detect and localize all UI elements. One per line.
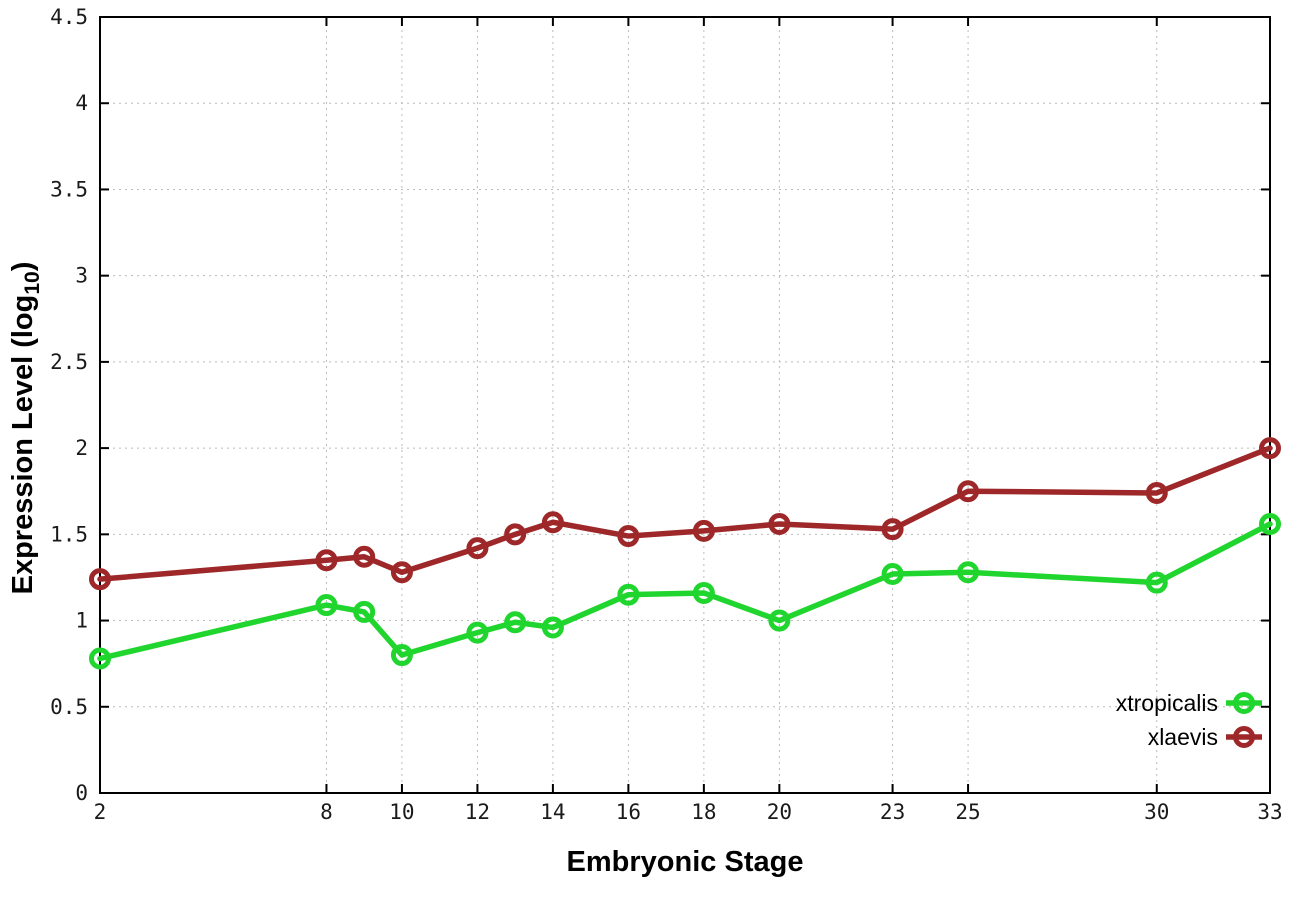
x-tick-label: 14 (540, 800, 565, 824)
y-tick-label: 1.5 (50, 522, 88, 546)
x-tick-label: 33 (1257, 800, 1282, 824)
y-tick-label: 2 (75, 436, 88, 460)
data-point-xlaevis-stage-13 (504, 523, 527, 546)
data-point-xtropicalis-stage-9 (353, 600, 376, 623)
data-point-xtropicalis-stage-23 (881, 562, 904, 585)
data-point-xtropicalis-stage-14 (541, 616, 564, 639)
data-point-xlaevis-stage-23 (881, 518, 904, 541)
legend-label-xtropicalis: xtropicalis (1116, 690, 1218, 716)
y-axis-title: Expression Level (log10) (7, 262, 45, 595)
y-tick-label: 3.5 (50, 177, 88, 201)
y-tick-label: 0.5 (50, 695, 88, 719)
data-point-xtropicalis-stage-13 (504, 611, 527, 634)
data-point-xtropicalis-stage-30 (1145, 571, 1168, 594)
data-point-xlaevis-stage-10 (390, 561, 413, 584)
x-tick-label: 12 (465, 800, 490, 824)
x-tick-label: 20 (767, 800, 792, 824)
y-tick-label: 1 (75, 609, 88, 633)
data-point-xlaevis-stage-8 (315, 549, 338, 572)
x-axis-title: Embryonic Stage (566, 846, 804, 878)
data-point-xtropicalis-stage-16 (617, 583, 640, 606)
series-line-xtropicalis (97, 521, 1273, 662)
legend-marker-xtropicalis (1233, 692, 1255, 714)
x-tick-label: 23 (880, 800, 905, 824)
y-axis-title-close: ) (7, 261, 39, 272)
data-point-xlaevis-stage-2 (89, 568, 111, 591)
y-axis-title-text: Expression Level (log (7, 294, 39, 595)
y-tick-label: 2.5 (50, 350, 88, 374)
y-tick-label: 0 (75, 781, 88, 805)
y-tick-label: 4.5 (50, 5, 88, 29)
data-point-xlaevis-stage-14 (541, 511, 564, 534)
x-tick-label: 10 (389, 800, 414, 824)
data-point-xlaevis-stage-9 (353, 545, 376, 568)
data-point-xtropicalis-stage-2 (89, 647, 111, 670)
data-point-xtropicalis-stage-18 (692, 581, 715, 604)
data-point-xtropicalis-stage-25 (957, 561, 980, 584)
x-tick-label: 30 (1144, 800, 1169, 824)
x-tick-label: 16 (616, 800, 641, 824)
data-point-xlaevis-stage-18 (692, 519, 715, 542)
data-point-xtropicalis-stage-33 (1259, 512, 1281, 535)
data-point-xlaevis-stage-30 (1145, 481, 1168, 504)
series-line-xlaevis (97, 445, 1273, 582)
y-tick-label: 4 (75, 91, 88, 115)
y-tick-label: 3 (75, 264, 88, 288)
y-axis-title-subscript: 10 (21, 271, 44, 295)
data-point-xlaevis-stage-12 (466, 537, 489, 560)
data-point-xtropicalis-stage-8 (315, 594, 338, 617)
legend-label-xlaevis: xlaevis (1148, 724, 1218, 750)
x-tick-label: 25 (955, 800, 980, 824)
x-tick-label: 2 (94, 800, 107, 824)
data-point-xlaevis-stage-33 (1259, 437, 1281, 460)
data-point-xlaevis-stage-16 (617, 525, 640, 548)
plot-border (99, 16, 1271, 794)
data-point-xtropicalis-stage-20 (768, 609, 791, 632)
data-point-xlaevis-stage-25 (957, 480, 980, 503)
x-tick-label: 8 (320, 800, 333, 824)
data-point-xtropicalis-stage-10 (390, 644, 413, 667)
data-point-xtropicalis-stage-12 (466, 621, 489, 644)
legend-marker-xlaevis (1233, 726, 1255, 748)
x-tick-label: 18 (691, 800, 716, 824)
data-point-xlaevis-stage-20 (768, 512, 791, 535)
